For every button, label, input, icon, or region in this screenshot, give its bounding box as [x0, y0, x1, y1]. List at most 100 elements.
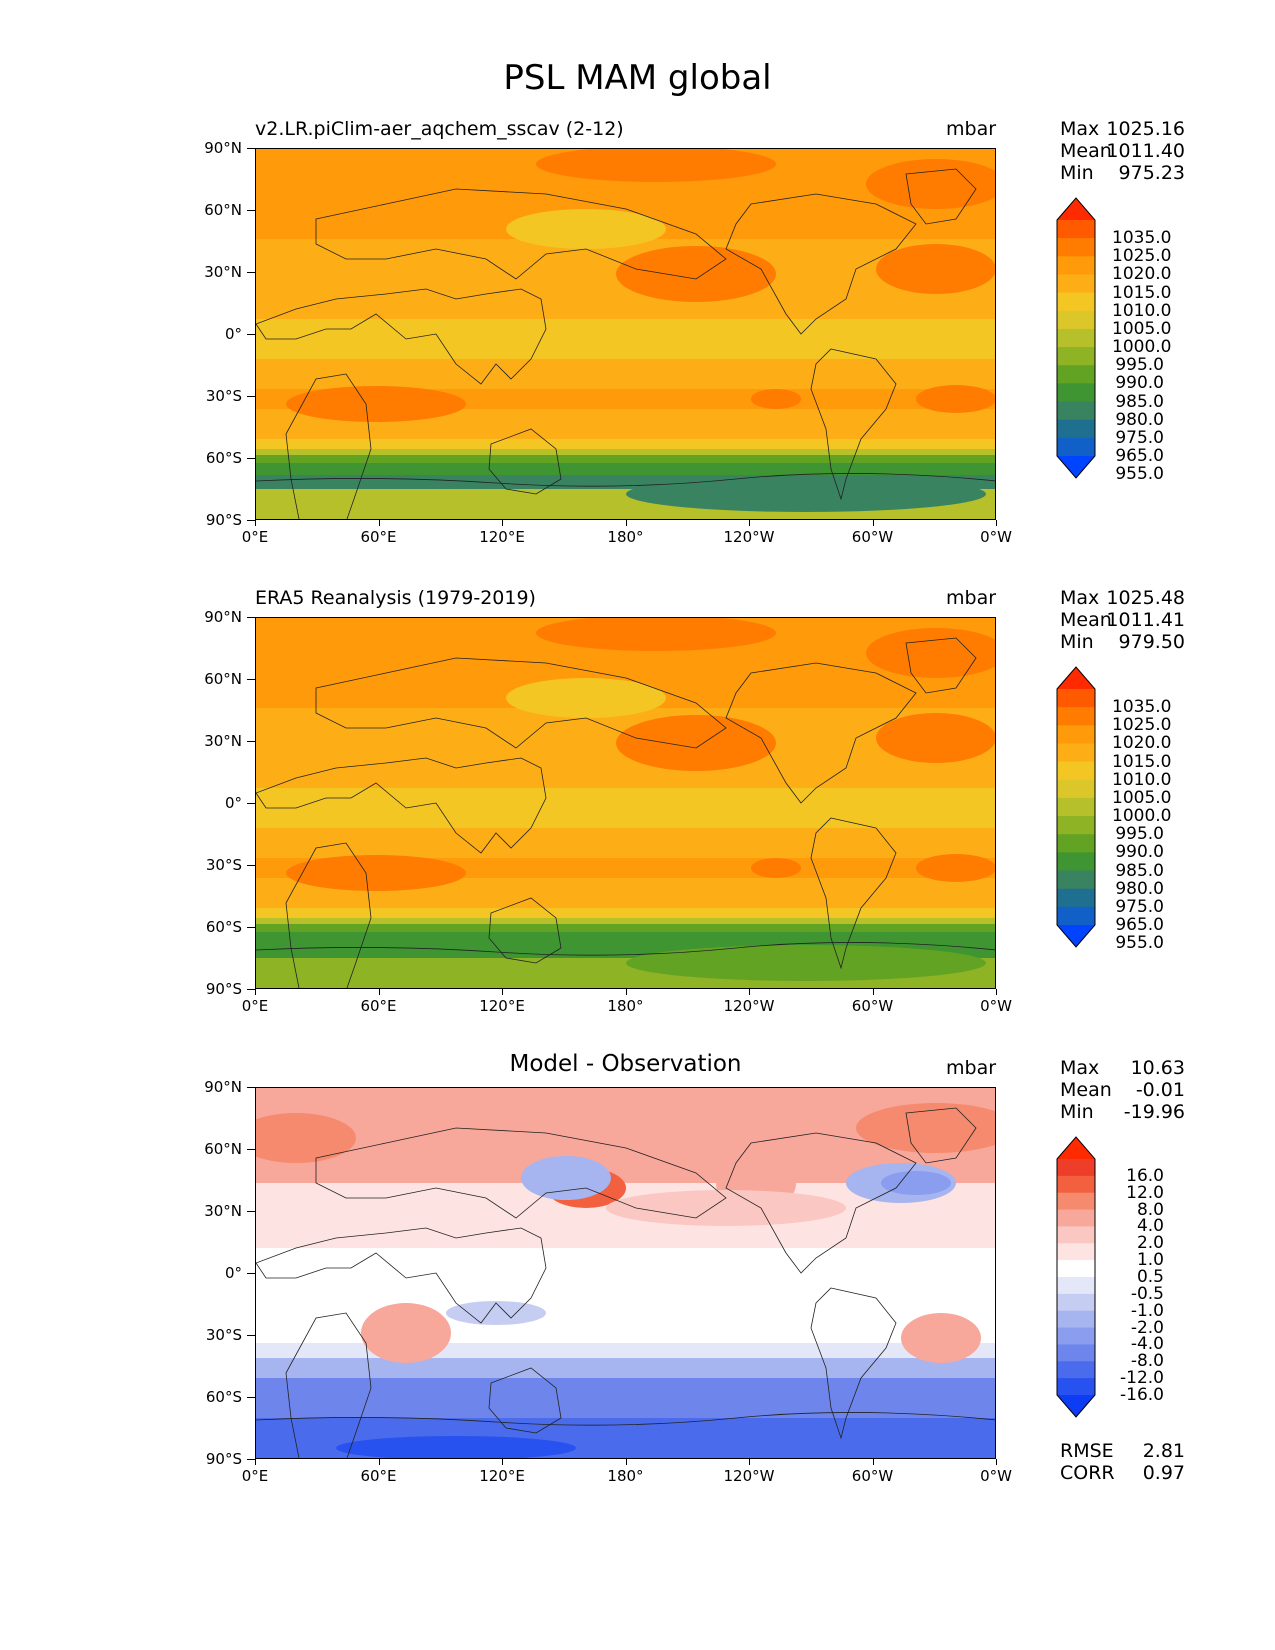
x-tick-label: 0°W	[980, 997, 1012, 1015]
x-tick-label: 180°	[607, 1467, 644, 1485]
colorbar	[1056, 666, 1096, 948]
colorbar-band	[1057, 383, 1095, 403]
colorbar-extend-max	[1057, 667, 1095, 689]
mean-label: Mean	[1060, 1079, 1112, 1101]
colorbar-tick-label: -0.5	[1130, 1283, 1164, 1304]
max-label: Max	[1060, 118, 1100, 140]
x-tick-label: 120°E	[479, 997, 525, 1015]
y-tick-mark	[247, 396, 255, 397]
field-anomaly	[506, 678, 666, 718]
colorbar-tick-label: 16.0	[1126, 1165, 1164, 1186]
y-tick-label: 60°N	[204, 670, 242, 688]
coastline	[285, 1312, 372, 1458]
x-tick-label: 60°W	[851, 528, 894, 546]
y-tick-label: 30°S	[205, 387, 242, 405]
colorbar-tick-label: 975.0	[1115, 427, 1164, 448]
y-tick-mark	[247, 458, 255, 459]
x-tick-label: 0°E	[241, 1467, 269, 1485]
x-tick-label: 60°E	[360, 528, 397, 546]
x-tick-mark	[502, 989, 503, 995]
y-tick-mark	[247, 1087, 255, 1088]
colorbar-tick-label: 965.0	[1115, 915, 1164, 935]
colorbar-tick-label: 1005.0	[1112, 318, 1172, 339]
corr-value: 0.97	[1142, 1462, 1185, 1484]
field-anomaly	[881, 1171, 951, 1195]
y-tick-mark	[247, 1459, 255, 1460]
colorbar-tick-label: 1010.0	[1112, 769, 1172, 790]
colorbar-outline	[1056, 666, 1096, 948]
field-anomaly	[626, 945, 986, 981]
field-anomaly	[256, 1113, 356, 1163]
colorbar-band	[1057, 365, 1095, 384]
x-tick-mark	[625, 1459, 627, 1465]
mean-label: Mean	[1060, 609, 1112, 631]
x-tick-mark	[625, 520, 627, 526]
coastline	[285, 373, 372, 519]
field-anomaly	[616, 246, 776, 302]
y-tick-label: 60°N	[204, 1140, 242, 1158]
colorbar-tick-label: 990.0	[1115, 842, 1164, 863]
panel-obs: ERA5 Reanalysis (1979-2019) mbar Max 1025…	[0, 587, 1275, 1037]
field-anomaly	[876, 244, 995, 294]
colorbar-tick-label: 1000.0	[1112, 337, 1172, 358]
colorbar-band	[1057, 743, 1095, 763]
colorbar-tick-label: 980.0	[1115, 878, 1164, 899]
y-tick-mark	[247, 148, 255, 149]
y-tick-mark	[247, 520, 255, 521]
colorbar-band	[1057, 779, 1095, 799]
y-tick-label: 30°S	[205, 1326, 242, 1344]
x-tick-mark	[502, 520, 503, 526]
colorbar-tick-label: -8.0	[1130, 1351, 1164, 1372]
field-anomaly	[916, 385, 995, 413]
x-tick-label: 60°W	[851, 997, 894, 1015]
field-band	[256, 319, 995, 359]
field-anomaly	[751, 389, 801, 409]
field-anomaly	[751, 858, 801, 878]
y-tick-mark	[247, 272, 255, 273]
colorbar-tick-label: 8.0	[1136, 1199, 1164, 1220]
colorbar-tick-label: 1020.0	[1112, 733, 1172, 754]
field-band	[256, 788, 995, 828]
rmse-value: 2.81	[1142, 1440, 1185, 1462]
colorbar-band	[1057, 1378, 1095, 1396]
x-tick-mark	[749, 520, 750, 526]
field-anomaly	[916, 854, 995, 882]
y-tick-mark	[247, 1397, 255, 1398]
y-tick-mark	[247, 741, 255, 742]
colorbar-tick-label: 1000.0	[1112, 806, 1172, 827]
coastline	[725, 193, 917, 335]
y-tick-label: 60°S	[205, 449, 242, 467]
coastline	[905, 1107, 977, 1164]
y-tick-mark	[247, 1335, 255, 1336]
y-tick-mark	[247, 1273, 255, 1274]
colorbar-band	[1057, 419, 1095, 439]
coastline	[256, 1412, 995, 1426]
x-tick-label: 60°W	[851, 1467, 894, 1485]
colorbar-extend-min	[1057, 925, 1095, 947]
field-anomaly	[506, 209, 666, 249]
max-label: Max	[1060, 1057, 1100, 1079]
coastline	[315, 657, 727, 749]
field-anomaly	[536, 618, 776, 651]
colorbar-outline	[1056, 1136, 1096, 1418]
panel-title: ERA5 Reanalysis (1979-2019)	[255, 587, 536, 609]
y-tick-label: 90°S	[205, 980, 242, 998]
colorbar-band	[1057, 888, 1095, 908]
colorbar-band	[1057, 797, 1095, 817]
colorbar-outline	[1056, 197, 1096, 479]
x-tick-mark	[378, 989, 380, 995]
x-tick-label: 0°W	[980, 528, 1012, 546]
colorbar-tick-label: 1035.0	[1112, 697, 1172, 718]
x-tick-label: 120°W	[723, 997, 775, 1015]
field-anomaly	[336, 1436, 576, 1458]
min-value: -19.96	[1123, 1101, 1185, 1123]
colorbar	[1056, 1136, 1096, 1418]
colorbar-band	[1057, 1209, 1095, 1227]
colorbar-band	[1057, 906, 1095, 926]
y-tick-label: 90°N	[204, 1078, 242, 1096]
coastline	[725, 1132, 917, 1274]
y-tick-label: 30°N	[204, 732, 242, 750]
colorbar-band	[1057, 1243, 1095, 1261]
panel-title: v2.LR.piClim-aer_aqchem_sscav (2-12)	[255, 118, 624, 140]
field-band	[256, 455, 995, 463]
